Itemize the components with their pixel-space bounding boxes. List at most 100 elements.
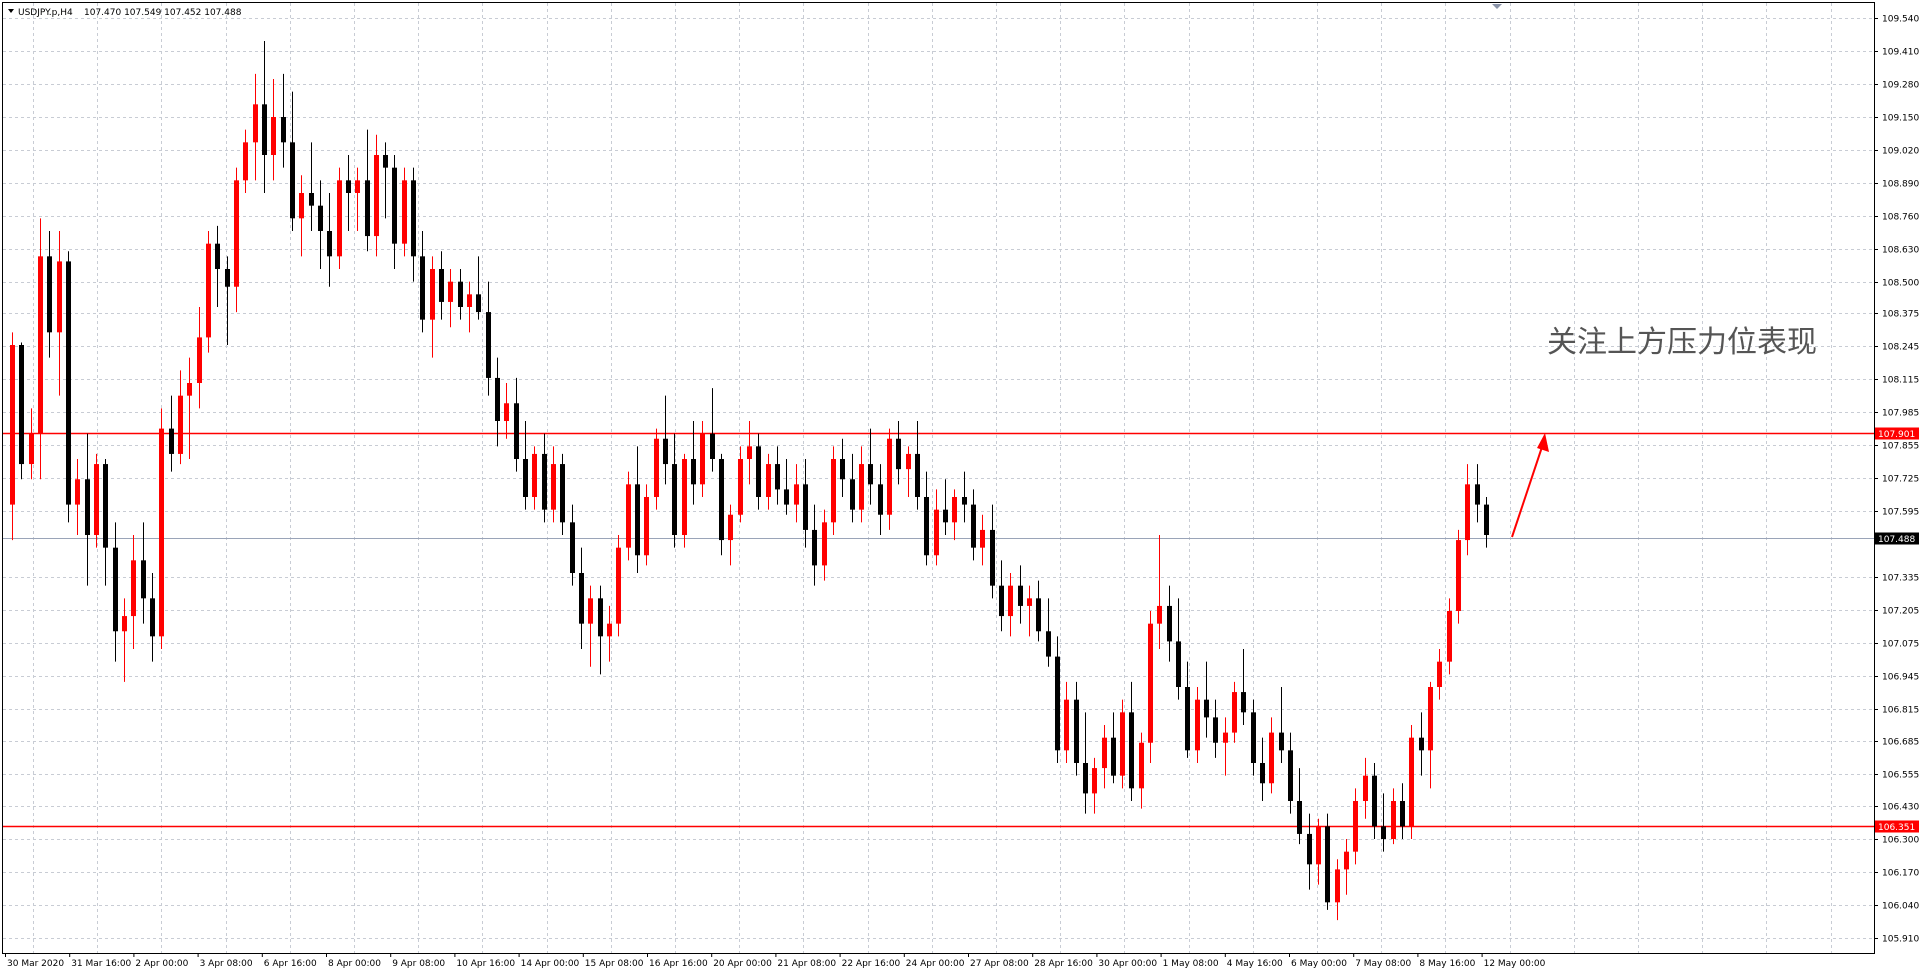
candle-body (411, 180, 416, 257)
candle-body (1185, 687, 1190, 751)
candle (1353, 788, 1358, 865)
candle-body (159, 428, 164, 637)
candle (1167, 585, 1172, 662)
candle-body (588, 598, 593, 624)
candle-body (934, 509, 939, 556)
candle (225, 256, 230, 345)
candle (402, 167, 407, 257)
candle-body (579, 573, 584, 624)
candle-body (896, 438, 901, 470)
candle-body (663, 438, 668, 465)
candle-body (1353, 801, 1358, 852)
candle (542, 433, 547, 523)
candle-body (551, 464, 556, 510)
candle (812, 504, 817, 586)
candle (187, 357, 192, 459)
candle (159, 408, 164, 649)
candle (990, 504, 995, 599)
candle-body (19, 345, 24, 465)
price-tick-label: 109.150 (1882, 114, 1919, 124)
candle (169, 395, 174, 472)
time-tick-label: 9 Apr 08:00 (392, 959, 445, 968)
candle-body (1363, 775, 1368, 801)
candle (579, 547, 584, 649)
candle (1335, 859, 1340, 921)
candle (57, 231, 62, 396)
candle-body (10, 345, 15, 505)
candle (616, 535, 621, 637)
candle-body (1419, 737, 1424, 751)
candle (831, 446, 836, 535)
candle (924, 471, 929, 566)
candle (131, 535, 136, 649)
price-levels: 107.488 107.901 106.351 (3, 427, 1919, 833)
candle (365, 129, 370, 252)
candle (19, 342, 24, 480)
candle-body (1027, 598, 1032, 606)
price-tick-label: 108.630 (1882, 246, 1919, 256)
candle-body (103, 464, 108, 548)
candle (1400, 783, 1405, 839)
annotation-text: 关注上方压力位表现 (1547, 325, 1817, 360)
candle-body (682, 459, 687, 535)
time-tick-label: 21 Apr 08:00 (777, 959, 836, 968)
candle (514, 377, 519, 472)
candle (197, 307, 202, 409)
candle (66, 251, 71, 523)
candle (850, 453, 855, 523)
candle-body (999, 585, 1004, 617)
price-tick-label: 107.725 (1882, 475, 1919, 485)
candle (215, 225, 220, 307)
candle-body (1055, 656, 1060, 751)
price-tick-label: 106.945 (1882, 673, 1919, 683)
arrow-up-icon (1511, 433, 1549, 538)
price-tick-label: 107.855 (1882, 442, 1919, 452)
price-tick-label: 107.335 (1882, 574, 1919, 584)
candle-body (1102, 737, 1107, 769)
candle (234, 167, 239, 313)
candle (588, 585, 593, 667)
candle-body (467, 294, 472, 307)
candle (1251, 699, 1256, 776)
candle-body (1251, 712, 1256, 763)
candle-body (113, 547, 118, 632)
price-tick-label: 109.540 (1882, 15, 1919, 25)
candle (486, 281, 491, 396)
price-tick-label: 107.595 (1882, 508, 1919, 518)
candle-body (850, 479, 855, 510)
candle-body (337, 180, 342, 257)
candle-body (1064, 699, 1069, 751)
price-tick-label: 109.410 (1882, 48, 1919, 58)
candle (1391, 788, 1396, 845)
candle (1204, 661, 1209, 738)
candle (756, 433, 761, 510)
candle (971, 489, 976, 561)
time-tick-label: 2 Apr 00:00 (135, 959, 188, 968)
candle (299, 175, 304, 257)
collapse-triangle-icon[interactable] (8, 9, 14, 13)
candle-body (94, 464, 99, 535)
candle-body (1391, 801, 1396, 839)
candle-body (1409, 737, 1414, 827)
candle-body (803, 484, 808, 530)
candle (635, 446, 640, 573)
candle-body (1018, 585, 1023, 606)
price-tick-label: 106.815 (1882, 706, 1919, 716)
candle-body (990, 529, 995, 586)
candle (1381, 793, 1386, 852)
candle (47, 231, 52, 358)
price-tick-label: 106.430 (1882, 803, 1919, 813)
candle-body (458, 281, 463, 307)
time-tick-label: 22 Apr 16:00 (842, 959, 901, 968)
candle-body (486, 312, 491, 378)
candle-body (971, 504, 976, 548)
candle (85, 433, 90, 586)
candle (1120, 699, 1125, 789)
candle-body (141, 560, 146, 599)
candle-body (1316, 826, 1321, 865)
chart-shift-marker-icon[interactable] (1492, 4, 1502, 9)
candle (570, 504, 575, 586)
time-tick-label: 14 Apr 00:00 (521, 959, 580, 968)
